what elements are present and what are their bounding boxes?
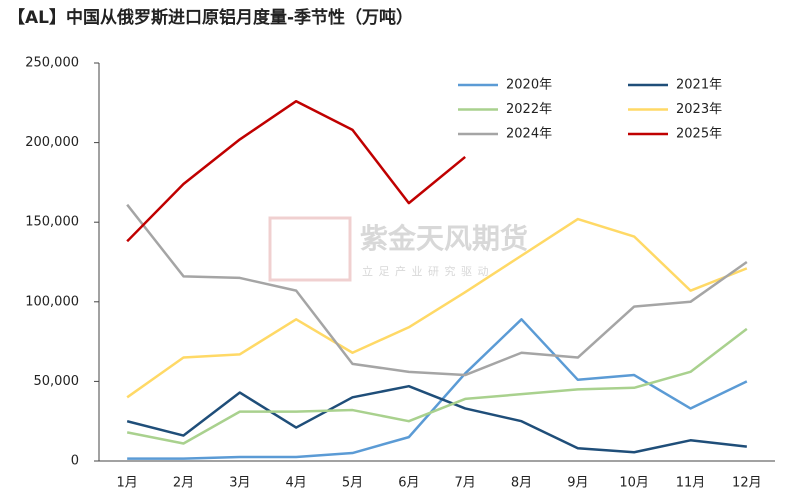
x-tick-label: 5月 <box>342 476 363 491</box>
x-tick-label: 9月 <box>567 476 588 491</box>
y-tick-label: 150,000 <box>25 215 79 230</box>
x-tick-label: 11月 <box>676 476 706 491</box>
series-line <box>126 217 748 399</box>
legend-label: 2022年 <box>506 102 552 117</box>
x-tick-label: 10月 <box>619 476 649 491</box>
watermark: 紫金天风期货 <box>360 222 528 255</box>
y-tick-label: 100,000 <box>25 294 79 309</box>
x-tick-label: 3月 <box>229 476 250 491</box>
chart-title: 【AL】中国从俄罗斯进口原铝月度量-季节性（万吨） <box>8 7 413 28</box>
legend-label: 2020年 <box>506 78 552 93</box>
legend-label: 2024年 <box>506 127 552 142</box>
series-line <box>126 203 748 377</box>
y-tick-label: 200,000 <box>25 135 79 150</box>
y-tick-label: 50,000 <box>34 374 80 389</box>
x-tick-label: 4月 <box>286 476 307 491</box>
y-tick-label: 0 <box>71 454 79 469</box>
series-line <box>126 327 748 445</box>
legend-label: 2021年 <box>676 78 722 93</box>
y-tick-label: 250,000 <box>25 56 79 71</box>
watermark-logo <box>268 216 352 282</box>
series-line <box>126 384 747 454</box>
watermark-subtitle: 立 足 产 业 研 究 驱 动 <box>362 264 489 278</box>
legend-label: 2025年 <box>676 127 722 142</box>
x-tick-label: 8月 <box>511 476 532 491</box>
x-tick-label: 1月 <box>117 476 138 491</box>
series-line <box>127 318 748 460</box>
legend-label: 2023年 <box>676 102 722 117</box>
x-tick-label: 6月 <box>398 476 419 491</box>
series-line <box>126 99 466 243</box>
x-tick-label: 7月 <box>455 476 476 491</box>
x-tick-label: 2月 <box>173 476 194 491</box>
x-tick-label: 12月 <box>732 476 762 491</box>
